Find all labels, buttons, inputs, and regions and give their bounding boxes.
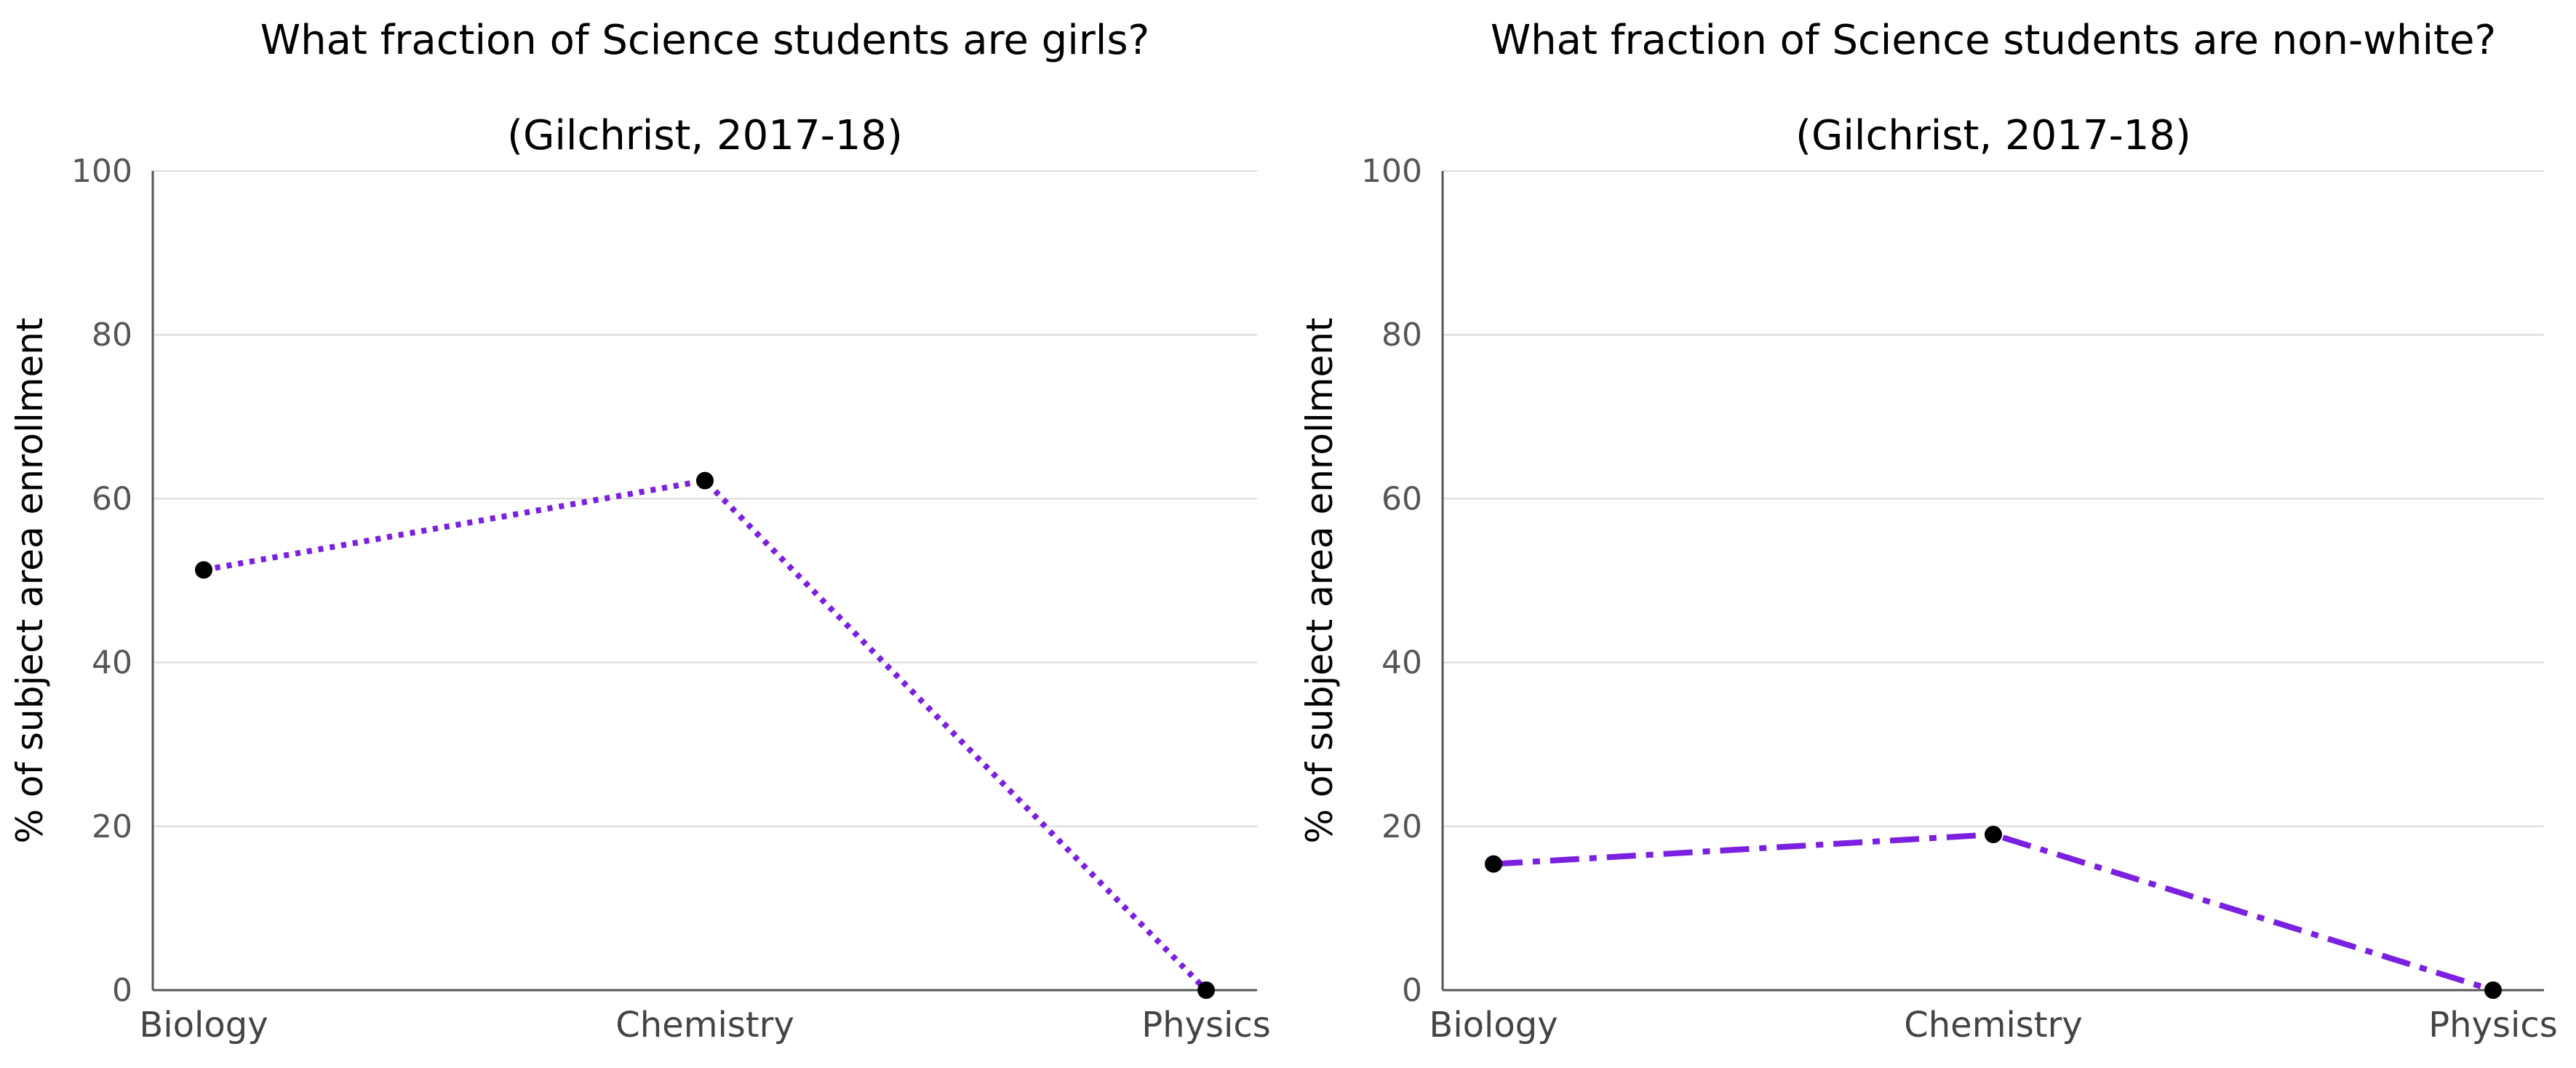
y-tick-label: 100: [71, 153, 132, 190]
y-tick-label: 80: [92, 316, 132, 354]
data-point: [696, 471, 714, 490]
x-tick-label: Biology: [139, 1005, 268, 1045]
y-tick-label: 0: [112, 972, 132, 1009]
y-axis-label: % of subject area enrollment: [9, 317, 51, 843]
y-tick-label: 0: [1402, 972, 1422, 1009]
y-tick-label: 40: [92, 645, 132, 682]
y-tick-label: 20: [92, 808, 132, 845]
chart-subtitle: (Gilchrist, 2017-18): [507, 112, 903, 159]
chart-subtitle: (Gilchrist, 2017-18): [1795, 112, 2191, 159]
y-tick-label: 40: [1381, 645, 1422, 682]
chart-title: What fraction of Science students are no…: [1491, 17, 2496, 64]
y-tick-label: 60: [92, 480, 132, 517]
y-tick-label: 60: [1381, 480, 1422, 517]
data-point: [1985, 826, 2002, 844]
x-tick-label: Physics: [2428, 1005, 2558, 1045]
x-tick-label: Biology: [1429, 1005, 1558, 1045]
y-tick-label: 20: [1381, 808, 1422, 845]
chart-panel-2: 0 20 40 60 80 100 Biology Chemistry Physics What …: [1299, 17, 2558, 1045]
series-line: [1493, 832, 2495, 993]
chart-title: What fraction of Science students are gi…: [260, 17, 1150, 64]
data-point: [2484, 981, 2502, 999]
chart-panel-1: 0 20 40 60 80 100 Biology Chemistry Physics What …: [9, 17, 1271, 1045]
x-tick-label: Chemistry: [1904, 1005, 2083, 1045]
y-tick-label: 100: [1361, 153, 1422, 190]
data-point: [195, 561, 212, 579]
x-tick-label: Chemistry: [615, 1005, 794, 1045]
x-tick-label: Physics: [1141, 1005, 1271, 1045]
data-point: [1485, 855, 1502, 873]
data-point: [1197, 981, 1215, 999]
y-tick-label: 80: [1381, 316, 1422, 354]
y-axis-label: % of subject area enrollment: [1299, 317, 1341, 843]
series-line: [203, 477, 1208, 992]
